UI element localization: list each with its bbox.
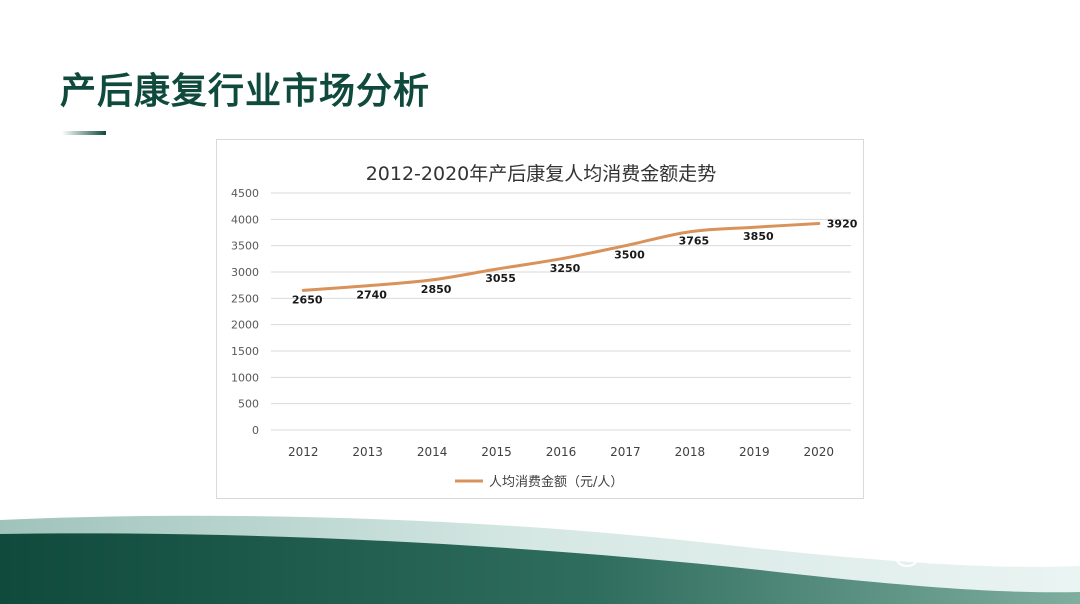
data-label: 3055 [485, 272, 516, 285]
y-tick-label: 0 [252, 424, 259, 437]
x-axis-ticks: 2012 2013 2014 2015 2016 2017 2018 2019 2020 [288, 445, 834, 459]
x-tick-label: 2019 [739, 445, 770, 459]
y-tick-label: 1000 [231, 371, 259, 384]
x-tick-label: 2012 [288, 445, 319, 459]
x-tick-label: 2014 [417, 445, 448, 459]
watermark-text: 循经定养 [926, 543, 1015, 568]
y-tick-label: 1500 [231, 345, 259, 358]
y-tick-label: 500 [238, 398, 259, 411]
chart-title: 2012-2020年产后康复人均消费金额走势 [366, 163, 717, 185]
chart-frame: 2012-2020年产后康复人均消费金额走势 0 500 1000 1500 2000 2… [216, 139, 864, 499]
x-tick-label: 2013 [352, 445, 383, 459]
data-label: 3500 [614, 249, 645, 262]
data-label: 3250 [550, 262, 581, 275]
data-label: 2650 [292, 293, 323, 306]
y-tick-label: 2000 [231, 319, 259, 332]
series-line [301, 222, 821, 292]
legend-label: 人均消费金额（元/人） [489, 474, 623, 490]
data-labels: 2650 2740 2850 3055 3250 3500 3765 3850 3920 [292, 218, 858, 307]
data-label: 3850 [743, 230, 774, 243]
y-tick-label: 4500 [231, 187, 259, 200]
y-tick-label: 4000 [231, 213, 259, 226]
x-tick-label: 2020 [804, 445, 835, 459]
data-label: 3920 [827, 218, 858, 231]
x-tick-label: 2016 [546, 445, 577, 459]
watermark: 循经定养 [880, 536, 1014, 570]
bottom-wave-band [0, 515, 1080, 604]
wechat-icon [881, 537, 919, 567]
data-label: 2740 [356, 289, 387, 302]
data-label: 2850 [421, 283, 452, 296]
data-label: 3765 [679, 235, 710, 248]
legend: 人均消费金额（元/人） [455, 474, 623, 490]
y-axis-ticks: 0 500 1000 1500 2000 2500 3000 3500 4000 4500 [231, 187, 259, 437]
y-tick-label: 3000 [231, 266, 259, 279]
x-tick-label: 2018 [675, 445, 706, 459]
title-underline [62, 131, 106, 135]
y-tick-label: 3500 [231, 240, 259, 253]
page-title: 产后康复行业市场分析 [60, 71, 431, 112]
line-chart: 2012-2020年产后康复人均消费金额走势 0 500 1000 1500 2000 2… [231, 163, 858, 490]
y-tick-label: 2500 [231, 292, 259, 305]
gridlines [271, 192, 851, 431]
x-tick-label: 2015 [481, 445, 512, 459]
x-tick-label: 2017 [610, 445, 641, 459]
